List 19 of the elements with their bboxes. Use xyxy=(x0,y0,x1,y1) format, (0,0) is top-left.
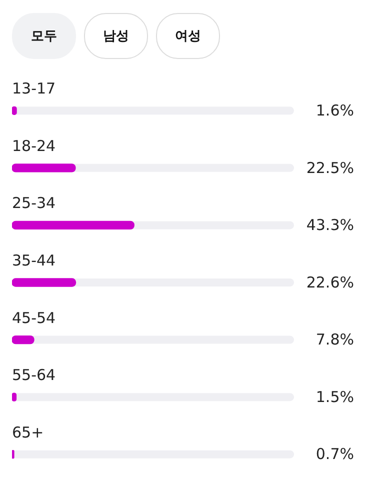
data-label: 22.6% xyxy=(306,273,354,292)
data-label: 1.5% xyxy=(316,388,354,406)
y-tick-label: 65+ xyxy=(12,423,44,442)
data-label: 7.8% xyxy=(316,330,354,349)
y-tick-label: 55-64 xyxy=(12,366,56,384)
text: 모두 xyxy=(12,13,76,59)
text: 남성 xyxy=(84,13,148,59)
text: 여성 xyxy=(156,13,220,59)
data-label: 22.5% xyxy=(306,158,354,177)
data-label: 0.7% xyxy=(316,445,354,464)
y-tick-label: 25-34 xyxy=(12,194,56,212)
y-tick-label: 45-54 xyxy=(12,308,56,327)
y-tick-label: 13-17 xyxy=(12,80,56,98)
bar xyxy=(12,278,76,287)
y-tick-label: 18-24 xyxy=(12,136,56,155)
data-label: 1.6% xyxy=(316,102,354,120)
bar xyxy=(12,164,76,172)
data-label: 43.3% xyxy=(306,216,354,234)
y-tick-label: 35-44 xyxy=(12,252,56,270)
